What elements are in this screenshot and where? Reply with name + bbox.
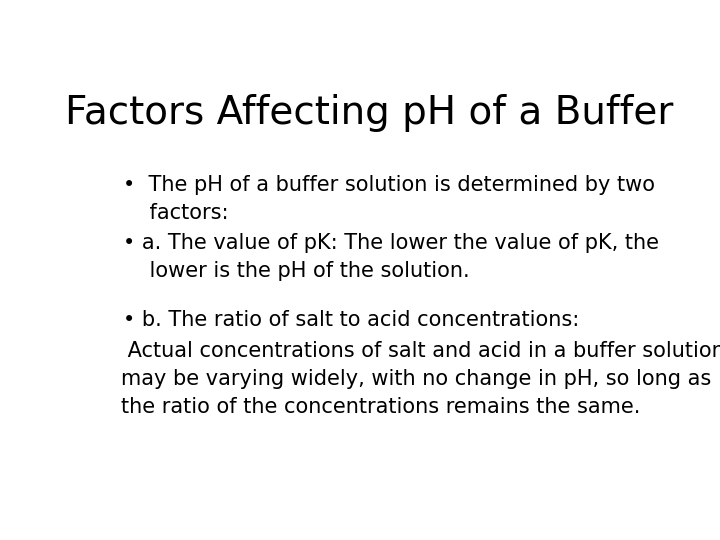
Text: • b. The ratio of salt to acid concentrations:: • b. The ratio of salt to acid concentra… <box>124 310 580 330</box>
Text: •  The pH of a buffer solution is determined by two
    factors:: • The pH of a buffer solution is determi… <box>124 175 655 223</box>
Text: • a. The value of pK: The lower the value of pK, the
    lower is the pH of the : • a. The value of pK: The lower the valu… <box>124 233 660 281</box>
Text: Actual concentrations of salt and acid in a buffer solution
may be varying widel: Actual concentrations of salt and acid i… <box>121 341 720 417</box>
Text: Factors Affecting pH of a Buffer: Factors Affecting pH of a Buffer <box>65 94 673 132</box>
